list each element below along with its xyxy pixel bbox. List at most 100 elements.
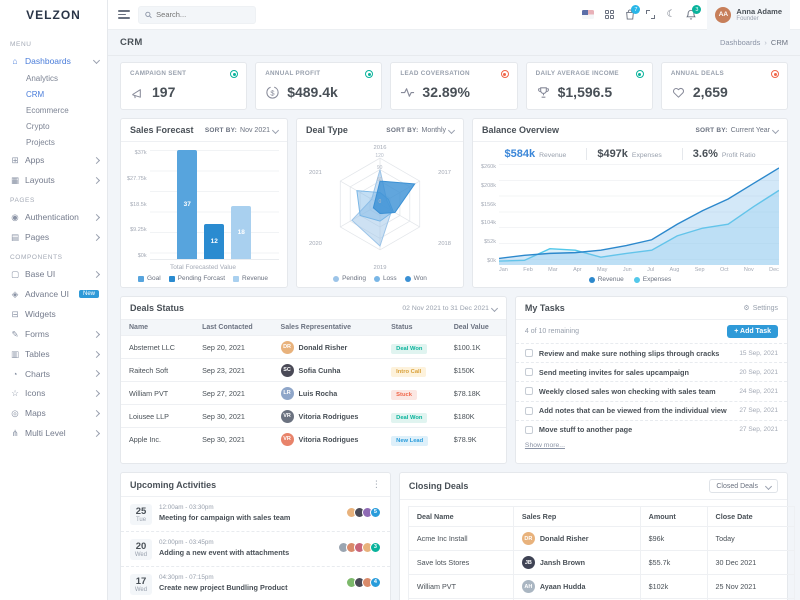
fullscreen-icon[interactable] xyxy=(646,10,656,19)
chevron-right-icon xyxy=(92,270,101,278)
apps-grid-icon[interactable] xyxy=(604,9,615,20)
map-icon: ◎ xyxy=(11,407,19,418)
us-flag-icon[interactable] xyxy=(581,10,594,19)
table-row[interactable]: Apple Inc. Sep 30, 2021 VR Vitoria Rodrigu… xyxy=(121,427,506,450)
stat-card-daily-average-income: DAILY AVERAGE INCOME $1,596.5 xyxy=(525,62,653,110)
chevron-down-icon xyxy=(490,304,498,312)
avatar-group: 3 xyxy=(337,541,381,553)
pencil-icon: ✎ xyxy=(11,328,19,339)
sidebar-item-apps[interactable]: ⊞ Apps xyxy=(0,150,107,170)
gear-icon: ⚙ xyxy=(743,305,750,312)
breadcrumb-parent[interactable]: Dashboards xyxy=(719,38,761,47)
stat-card-campaign-sent: CAMPAIGN SENT 197 xyxy=(120,62,248,110)
avatar: VR xyxy=(280,409,294,423)
shopping-bag-icon[interactable]: 7 xyxy=(625,5,641,20)
list-item[interactable]: Move stuff to another page 27 Sep, 2021 xyxy=(515,419,787,439)
balance-overview-stats: $584k Revenue $497k Expenses 3.6% Profit Ra… xyxy=(473,142,787,162)
stat-value: $489.4k xyxy=(287,84,338,100)
bar-revenue: 18 xyxy=(231,205,252,259)
closing-deals-card: Closing Deals Closed Deals Deal Name Sal… xyxy=(398,472,796,600)
sales-forecast-title: Sales Forecast xyxy=(130,125,194,135)
svg-text:$: $ xyxy=(271,88,276,97)
add-task-button[interactable]: + Add Task xyxy=(727,325,778,338)
avatar: DR xyxy=(280,340,294,354)
avatar-count-badge: 5 xyxy=(369,506,381,518)
deals-status-title: Deals Status xyxy=(130,303,185,313)
search-box[interactable] xyxy=(138,5,256,24)
stat-card-annual-profit: ANNUAL PROFIT $ $489.4k xyxy=(255,62,383,110)
list-item[interactable]: Send meeting invites for sales upcampaig… xyxy=(515,362,787,381)
star-icon: ☆ xyxy=(11,387,19,398)
sidebar-section-pages: PAGES xyxy=(10,197,35,204)
cart-count-badge: 7 xyxy=(631,5,641,14)
stat-card-annual-deals: ANNUAL DEALS 2,659 xyxy=(660,62,789,110)
table-row[interactable]: Absternet LLC Sep 20, 2021 DR Donald Rishe… xyxy=(121,335,506,359)
stat-card-lead-coversation: LEAD COVERSATION 32.89% xyxy=(390,62,518,110)
sidebar-item-tables[interactable]: ▥ Tables xyxy=(0,344,107,364)
sidebar-item-multi-level[interactable]: ⋔ Multi Level xyxy=(0,423,107,443)
table-row[interactable]: Raitech Soft Sep 23, 2021 SC Sofia Cunha I… xyxy=(121,358,506,382)
brand-logo[interactable]: VELZON xyxy=(0,0,107,30)
show-more-link[interactable]: Show more... xyxy=(524,441,565,449)
table-row[interactable]: Save lots Stores JB Jansh Brown $55.7k 30 … xyxy=(407,550,796,575)
tasks-settings-button[interactable]: ⚙ Settings xyxy=(743,304,778,313)
sidebar-item-forms[interactable]: ✎ Forms xyxy=(0,324,107,344)
table-row[interactable]: William PVT AH Ayaan Hudda $102k 25 Nov 20… xyxy=(407,574,796,599)
sidebar-item-crm[interactable]: CRM xyxy=(26,89,45,99)
sidebar-item-authentication[interactable]: ◉ Authentication xyxy=(0,207,107,227)
hamburger-menu-icon[interactable] xyxy=(118,10,130,19)
list-item[interactable]: Add notes that can be viewed from the in… xyxy=(515,400,787,420)
sidebar-item-analytics[interactable]: Analytics xyxy=(26,73,59,83)
deals-status-card: Deals Status 02 Nov 2021 to 31 Dec 2021 … xyxy=(120,296,507,464)
balance-overview-sort[interactable]: SORT BY: Current Year xyxy=(696,126,780,134)
date-range-picker[interactable]: 02 Nov 2021 to 31 Dec 2021 xyxy=(402,304,498,312)
revenue-total: $584k xyxy=(504,148,536,160)
status-badge: New Lead xyxy=(391,435,429,446)
sidebar-item-ecommerce[interactable]: Ecommerce xyxy=(26,105,69,115)
trophy-icon xyxy=(536,85,551,100)
notification-bell-icon[interactable]: 3 xyxy=(686,5,702,20)
stat-label: ANNUAL DEALS xyxy=(670,70,724,77)
sidebar-item-projects[interactable]: Projects xyxy=(26,137,55,147)
sidebar-item-charts[interactable]: ◔ Charts xyxy=(0,364,107,383)
sidebar-item-advance-ui[interactable]: ◈ Advance UI New xyxy=(0,284,107,304)
brand-text: VELZON xyxy=(26,8,81,22)
search-input[interactable] xyxy=(156,10,249,19)
list-item[interactable]: 17 Wed 04:30pm - 07:15pm Create new projec… xyxy=(121,566,390,600)
sales-forecast-sort[interactable]: SORT BY: Nov 2021 xyxy=(205,126,280,134)
page-title: CRM xyxy=(120,37,143,48)
sidebar-item-maps[interactable]: ◎ Maps xyxy=(0,403,107,423)
sidebar-item-dashboards[interactable]: ⌂ Dashboards xyxy=(0,51,107,70)
kebab-menu-icon[interactable]: ⋮ xyxy=(371,479,381,489)
list-item[interactable]: 25 Tue 12:00am - 03:30pm Meeting for campa… xyxy=(121,497,390,531)
list-item[interactable]: 20 Wed 02:00pm - 03:45pm Adding a new even… xyxy=(121,531,390,566)
table-row[interactable]: William PVT Sep 27, 2021 LR Luis Rocha Stu… xyxy=(121,381,506,405)
sidebar-item-pages[interactable]: ▤ Pages xyxy=(0,227,107,247)
closed-deals-select[interactable]: Closed Deals xyxy=(709,479,778,493)
task-checkbox[interactable] xyxy=(524,425,533,434)
deal-type-sort[interactable]: SORT BY: Monthly xyxy=(386,126,456,134)
chevron-right-icon xyxy=(92,389,101,397)
sales-forecast-legend: Goal Pending Forcast Revenue xyxy=(127,275,279,282)
sidebar-item-base-ui[interactable]: ▢ Base UI xyxy=(0,264,107,284)
list-item[interactable]: Review and make sure nothing slips throu… xyxy=(515,343,787,362)
task-checkbox[interactable] xyxy=(524,368,533,377)
table-row[interactable]: Acme Inc Install DR Donald Risher $96k Tod… xyxy=(407,526,796,551)
task-checkbox[interactable] xyxy=(524,349,533,358)
sidebar-section-components: COMPONENTS xyxy=(10,254,63,261)
table-row[interactable] xyxy=(407,598,796,600)
chevron-down-icon xyxy=(771,126,780,134)
user-menu[interactable]: AA Anna Adame Founder xyxy=(707,0,790,30)
gem-icon: ◈ xyxy=(11,288,19,299)
status-badge: Deal Won xyxy=(391,412,428,423)
sidebar-item-icons[interactable]: ☆ Icons xyxy=(0,383,107,403)
task-checkbox[interactable] xyxy=(524,406,533,415)
breadcrumb-separator: › xyxy=(764,38,767,47)
sidebar-item-widgets[interactable]: ⊟ Widgets xyxy=(11,308,56,320)
list-item[interactable]: Weekly closed sales won checking with sa… xyxy=(515,381,787,400)
sidebar-item-crypto[interactable]: Crypto xyxy=(26,121,50,131)
dark-mode-moon-icon[interactable]: ☾ xyxy=(666,9,676,20)
sidebar-item-layouts[interactable]: ▦ Layouts xyxy=(0,170,107,190)
task-checkbox[interactable] xyxy=(524,387,533,396)
table-row[interactable]: Loiusee LLP Sep 30, 2021 VR Vitoria Rodrig… xyxy=(121,404,506,428)
